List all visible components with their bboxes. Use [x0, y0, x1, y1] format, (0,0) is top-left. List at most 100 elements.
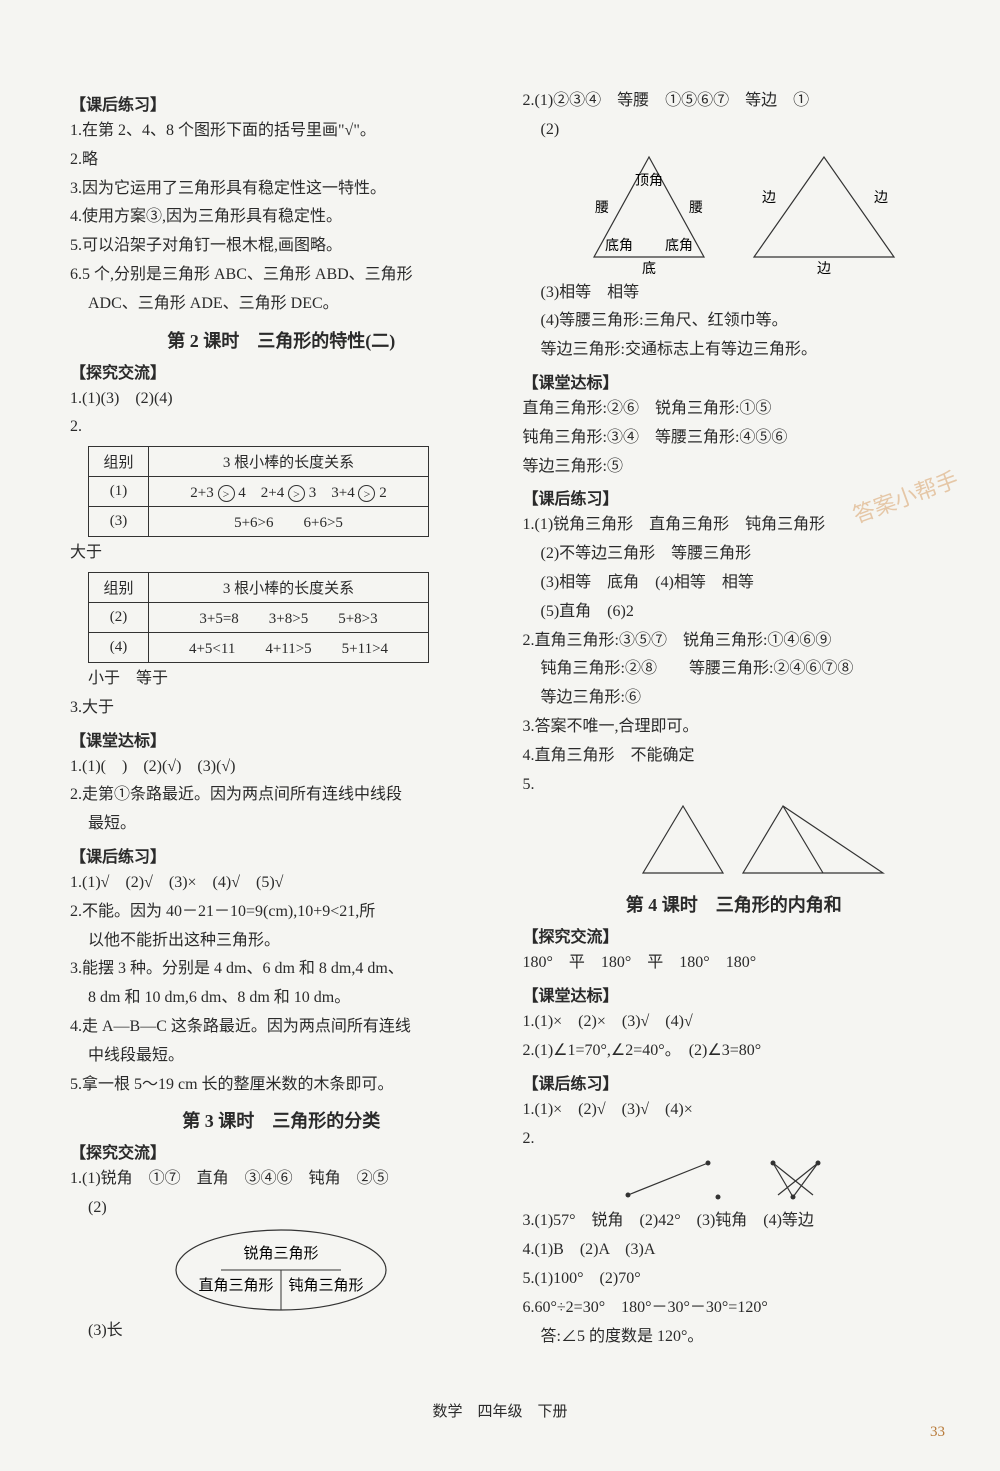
lesson-title: 第 4 课时 三角形的内角和 — [523, 891, 946, 917]
text: (3)长 — [70, 1319, 493, 1344]
text: 5.拿一根 5～19 cm 长的整厘米数的木条即可。 — [70, 1073, 493, 1098]
venn-diagram: 锐角三角形 直角三角形 钝角三角形 — [166, 1225, 396, 1315]
td: 2+3 > 4 2+4 > 3 3+4 > 2 — [149, 477, 429, 507]
right-column: 2.(1)②③④ 等腰 ①⑤⑥⑦ 等边 ① (2) 顶角 腰 腰 底角 底角 底… — [523, 85, 946, 1353]
td: (1) — [89, 477, 149, 507]
text: 4.走 A—B—C 这条路最近。因为两点间所有连线 — [70, 1015, 493, 1040]
td: 3+5=8 3+8>5 5+8>3 — [149, 603, 429, 633]
text: 直角三角形:②⑥ 锐角三角形:①⑤ — [523, 397, 946, 422]
td: (2) — [89, 603, 149, 633]
text: 5.(1)100° (2)70° — [523, 1267, 946, 1292]
text: 4.使用方案③,因为三角形具有稳定性。 — [70, 205, 493, 230]
th: 组别 — [89, 573, 149, 603]
text: 2.直角三角形:③⑤⑦ 锐角三角形:①④⑥⑨ — [523, 629, 946, 654]
text: 2.不能。因为 40－21－10=9(cm),10+9<21,所 — [70, 900, 493, 925]
text: (5)直角 (6)2 — [523, 600, 946, 625]
text: 180° 平 180° 平 180° 180° — [523, 951, 946, 976]
text: (3)相等 相等 — [523, 281, 946, 306]
td: (3) — [89, 507, 149, 537]
th: 组别 — [89, 447, 149, 477]
text: 1.在第 2、4、8 个图形下面的括号里画"√"。 — [70, 119, 493, 144]
text: 等边三角形:⑤ — [523, 455, 946, 480]
text: 等边三角形:交通标志上有等边三角形。 — [523, 338, 946, 363]
text: (2)不等边三角形 等腰三角形 — [523, 542, 946, 567]
section-head: 【课堂达标】 — [70, 727, 493, 751]
section-head: 【探究交流】 — [70, 1139, 493, 1163]
text: 5.可以沿架子对角钉一根木棍,画图略。 — [70, 234, 493, 259]
text: 3.因为它运用了三角形具有稳定性这一特性。 — [70, 177, 493, 202]
section-head: 【课后练习】 — [70, 91, 493, 115]
text: 3.能摆 3 种。分别是 4 dm、6 dm 和 8 dm,4 dm、 — [70, 957, 493, 982]
two-triangles — [633, 801, 893, 881]
text: 6.60°÷2=30° 180°－30°－30°=120° — [523, 1296, 946, 1321]
section-head: 【课后练习】 — [523, 485, 946, 509]
text: 钝角三角形:③④ 等腰三角形:④⑤⑥ — [523, 426, 946, 451]
svg-text:底角: 底角 — [665, 238, 693, 254]
text: (4)等腰三角形:三角尺、红领巾等。 — [523, 309, 946, 334]
text: 1.(1)√ (2)√ (3)× (4)√ (5)√ — [70, 871, 493, 896]
svg-text:边: 边 — [817, 261, 831, 277]
text: 1.(1)锐角三角形 直角三角形 钝角三角形 — [523, 513, 946, 538]
text: (2) — [523, 118, 946, 143]
svg-text:边: 边 — [762, 190, 776, 206]
dot-diagram — [613, 1155, 833, 1205]
svg-text:腰: 腰 — [689, 201, 703, 216]
text: 最短。 — [70, 812, 493, 837]
section-head: 【探究交流】 — [70, 359, 493, 383]
text: 2. — [70, 415, 493, 440]
text: 3.大于 — [70, 696, 493, 721]
text: (2) — [70, 1196, 493, 1221]
section-head: 【课堂达标】 — [523, 982, 946, 1006]
lesson-title: 第 2 课时 三角形的特性(二) — [70, 327, 493, 353]
svg-text:钝角三角形: 钝角三角形 — [289, 1277, 364, 1294]
text: 中线段最短。 — [70, 1044, 493, 1069]
page-number: 33 — [930, 1424, 945, 1441]
table-1: 组别 3 根小棒的长度关系 (1) 2+3 > 4 2+4 > 3 3+4 > … — [88, 446, 429, 537]
text: 2. — [523, 1127, 946, 1152]
section-head: 【课后练习】 — [70, 843, 493, 867]
text: 钝角三角形:②⑧ 等腰三角形:②④⑥⑦⑧ — [523, 657, 946, 682]
text: (3)相等 底角 (4)相等 相等 — [523, 571, 946, 596]
td: (4) — [89, 633, 149, 663]
svg-text:顶角: 顶角 — [635, 173, 663, 189]
text: 6.5 个,分别是三角形 ABC、三角形 ABD、三角形 — [70, 263, 493, 288]
text: 以他不能折出这种三角形。 — [70, 929, 493, 954]
section-head: 【课后练习】 — [523, 1070, 946, 1094]
text: 等边三角形:⑥ — [523, 686, 946, 711]
svg-text:腰: 腰 — [595, 201, 609, 216]
text: 大于 — [70, 541, 493, 566]
th: 3 根小棒的长度关系 — [149, 573, 429, 603]
footer: 数学 四年级 下册 — [0, 1400, 1000, 1421]
text: 2.走第①条路最近。因为两点间所有连线中线段 — [70, 783, 493, 808]
svg-text:边: 边 — [874, 190, 888, 206]
text: 8 dm 和 10 dm,6 dm、8 dm 和 10 dm。 — [70, 986, 493, 1011]
svg-text:底: 底 — [642, 261, 656, 277]
td: 4+5<11 4+11>5 5+11>4 — [149, 633, 429, 663]
svg-text:底角: 底角 — [605, 238, 633, 254]
text: 1.(1)× (2)√ (3)√ (4)× — [523, 1098, 946, 1123]
text: 3.答案不唯一,合理即可。 — [523, 715, 946, 740]
text: 5. — [523, 773, 946, 798]
text: 1.(1)× (2)× (3)√ (4)√ — [523, 1010, 946, 1035]
text: 小于 等于 — [70, 667, 493, 692]
section-head: 【探究交流】 — [523, 923, 946, 947]
text: 4.(1)B (2)A (3)A — [523, 1238, 946, 1263]
lesson-title: 第 3 课时 三角形的分类 — [70, 1107, 493, 1133]
text: 2.略 — [70, 148, 493, 173]
table-2: 组别 3 根小棒的长度关系 (2) 3+5=8 3+8>5 5+8>3 (4) … — [88, 572, 429, 663]
svg-text:锐角三角形: 锐角三角形 — [244, 1245, 319, 1262]
text: 答:∠5 的度数是 120°。 — [523, 1325, 946, 1350]
text: 2.(1)②③④ 等腰 ①⑤⑥⑦ 等边 ① — [523, 89, 946, 114]
text: 1.(1)( ) (2)(√) (3)(√) — [70, 755, 493, 780]
th: 3 根小棒的长度关系 — [149, 447, 429, 477]
text: ADC、三角形 ADE、三角形 DEC。 — [70, 292, 493, 317]
section-head: 【课堂达标】 — [523, 369, 946, 393]
text: 2.(1)∠1=70°,∠2=40°。 (2)∠3=80° — [523, 1039, 946, 1064]
svg-text:直角三角形: 直角三角形 — [199, 1277, 274, 1294]
text: 1.(1)锐角 ①⑦ 直角 ③④⑥ 钝角 ②⑤ — [70, 1167, 493, 1192]
td: 5+6>6 6+6>5 — [149, 507, 429, 537]
left-column: 【课后练习】 1.在第 2、4、8 个图形下面的括号里画"√"。 2.略 3.因… — [70, 85, 493, 1353]
text: 4.直角三角形 不能确定 — [523, 744, 946, 769]
text: 1.(1)(3) (2)(4) — [70, 387, 493, 412]
triangle-diagram: 顶角 腰 腰 底角 底角 底 边 边 边 — [554, 147, 914, 277]
